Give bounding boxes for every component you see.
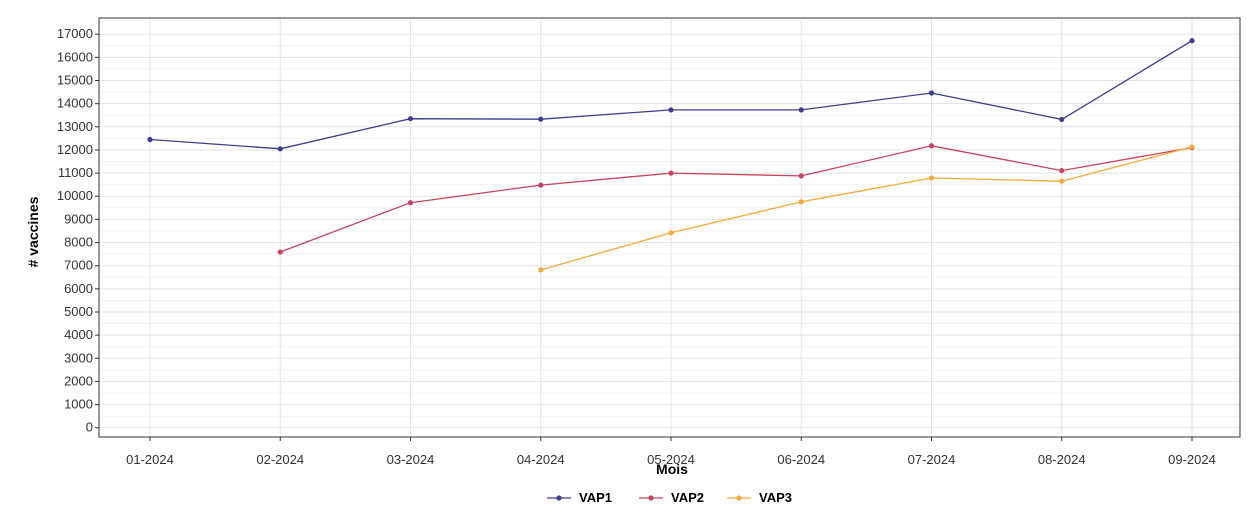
- data-point-vap3: [928, 175, 935, 181]
- data-point-vap1: [407, 116, 414, 122]
- x-axis-title: Mois: [656, 461, 688, 477]
- y-axis-title: # vaccines: [25, 196, 41, 267]
- y-axis-ticks: 0 1000 2000 3000 4000 5000 6000 7000 8000 9000 100…: [57, 26, 99, 435]
- data-point-vap2: [668, 170, 674, 176]
- y-tick-label: 7000: [64, 258, 93, 273]
- legend-label-vap1: VAP1: [579, 490, 612, 505]
- y-tick-label: 0: [86, 420, 93, 435]
- y-tick-label: 3000: [64, 350, 93, 365]
- y-tick-label: 14000: [57, 96, 93, 111]
- series-line-vap3: [540, 146, 1193, 271]
- data-point-vap3: [668, 230, 674, 236]
- data-point-vap2: [407, 200, 414, 206]
- y-tick-label: 11000: [58, 165, 93, 180]
- legend-label-vap2: VAP2: [671, 490, 704, 505]
- y-tick-label: 13000: [57, 119, 93, 134]
- y-tick-label: 8000: [64, 235, 93, 250]
- grid: [99, 18, 1240, 437]
- x-tick-label: 01-2024: [126, 452, 174, 467]
- x-tick-label: 09-2024: [1168, 452, 1216, 467]
- legend-item-vap3: VAP3: [727, 490, 792, 505]
- legend: VAP1 VAP2 VAP3: [547, 490, 792, 505]
- data-point-vap1: [928, 90, 935, 96]
- y-tick-label: 2000: [64, 373, 93, 388]
- x-tick-label: 06-2024: [777, 452, 825, 467]
- data-point-vap2: [798, 173, 804, 179]
- plot-panel-border: [98, 17, 1241, 438]
- x-tick-label: 07-2024: [908, 452, 956, 467]
- y-tick-label: 6000: [64, 281, 93, 296]
- data-point-vap1: [277, 146, 283, 152]
- data-point-vap2: [277, 249, 283, 255]
- data-point-vap1: [1189, 38, 1195, 44]
- y-tick-label: 17000: [57, 26, 93, 41]
- x-tick-label: 04-2024: [517, 452, 565, 467]
- data-point-vap1: [147, 136, 153, 143]
- data-point-vap2: [1059, 167, 1065, 174]
- legend-item-vap2: VAP2: [639, 490, 704, 505]
- y-tick-label: 16000: [57, 49, 93, 64]
- y-tick-label: 4000: [64, 327, 93, 342]
- x-tick-label: 08-2024: [1038, 452, 1086, 467]
- legend-key-point-vap1: [556, 495, 562, 501]
- data-point-vap1: [538, 116, 544, 122]
- data-point-vap1: [1059, 116, 1065, 122]
- x-axis-ticks: 01-2024 02-2024 03-2024 04-2024 05-2024 06-20…: [126, 437, 1216, 467]
- legend-key-point-vap3: [736, 495, 742, 501]
- data-point-vap1: [668, 107, 674, 113]
- legend-label-vap3: VAP3: [759, 490, 792, 505]
- legend-key-point-vap2: [648, 495, 654, 501]
- y-tick-label: 1000: [64, 397, 93, 412]
- x-tick-label: 05-2024: [647, 452, 695, 467]
- x-tick-label: 03-2024: [387, 452, 435, 467]
- y-tick-label: 9000: [64, 211, 93, 226]
- data-point-vap3: [798, 199, 804, 205]
- series-layer: [147, 38, 1195, 273]
- y-tick-label: 5000: [64, 304, 93, 319]
- data-point-vap3: [1189, 144, 1195, 150]
- y-tick-label: 12000: [57, 142, 93, 157]
- x-tick-label: 02-2024: [256, 452, 304, 467]
- data-point-vap2: [928, 143, 935, 149]
- data-point-vap1: [798, 107, 804, 113]
- y-tick-label: 15000: [57, 73, 93, 88]
- data-point-vap3: [538, 267, 544, 273]
- y-tick-label: 10000: [57, 188, 93, 203]
- series-line-vap2: [280, 145, 1193, 253]
- data-point-vap2: [538, 182, 544, 188]
- legend-item-vap1: VAP1: [547, 490, 612, 505]
- data-point-vap3: [1059, 178, 1065, 184]
